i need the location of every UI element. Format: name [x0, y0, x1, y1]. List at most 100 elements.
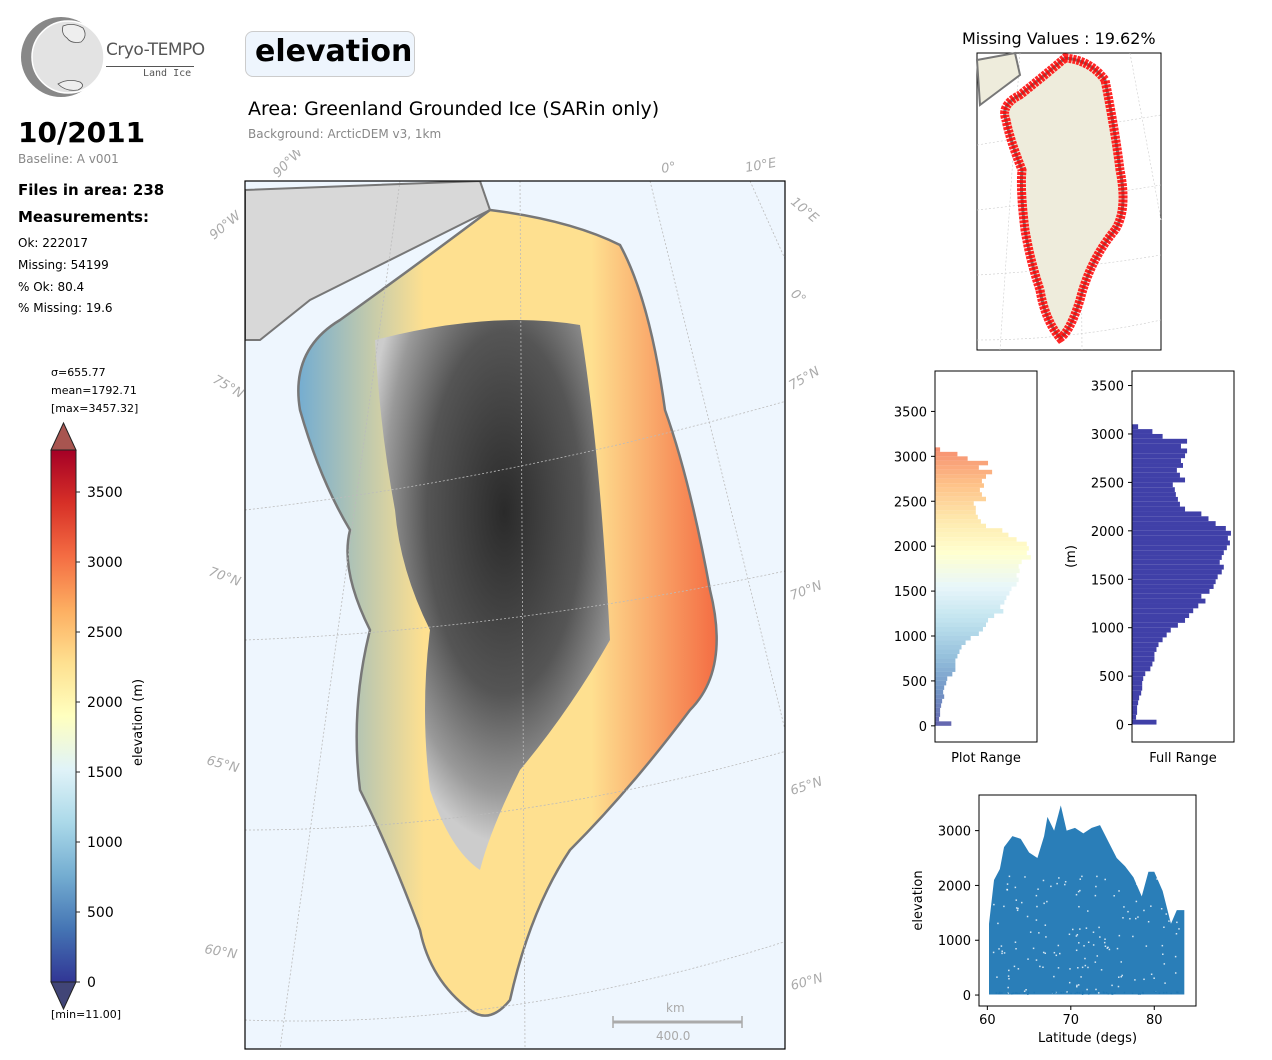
scatter-point — [1111, 993, 1113, 995]
scatter-gap — [1178, 928, 1180, 930]
colorbar-sigma: σ=655.77 — [51, 366, 106, 379]
histogram-bar — [1132, 448, 1188, 454]
colorbar: 0 500 1000 1500 2000 2500 3000 3500 elevation (m… — [50, 421, 146, 1011]
logo-greenland-icon — [62, 24, 86, 43]
logo-title: Cryo-TEMPO — [106, 40, 205, 60]
scatter-gap — [1084, 964, 1087, 967]
histogram-bar — [935, 662, 956, 668]
files-in-area: Files in area: 238 — [18, 181, 165, 199]
histogram-bar — [935, 658, 956, 663]
scatter-point — [1158, 992, 1161, 994]
histogram-bar — [1132, 700, 1139, 706]
scatter-gap — [998, 948, 1000, 950]
scatter-gap — [1046, 900, 1048, 903]
scatter-gap — [1165, 913, 1168, 915]
histogram-bar — [1132, 530, 1231, 536]
histogram-bar — [1132, 584, 1214, 589]
scatter-gap — [1001, 950, 1003, 953]
scatter-gap — [1036, 905, 1038, 908]
lat-label-left-60: 60°N — [203, 942, 238, 963]
scatter-point — [1015, 992, 1017, 994]
lon-label-left-90w: 90°W — [207, 208, 245, 243]
date-heading: 10/2011 — [18, 116, 146, 149]
colorbar-tick-label: 3500 — [87, 485, 123, 501]
colorbar-min: [min=11.00] — [51, 1008, 122, 1021]
scatter-point — [1137, 993, 1140, 995]
scatter-gap — [1145, 945, 1148, 947]
histogram-bar — [1132, 477, 1186, 483]
scatter-gap — [1164, 982, 1166, 984]
scatter-gap — [1045, 936, 1047, 938]
scatter-point — [1142, 991, 1144, 994]
scatter-gap — [1106, 947, 1109, 949]
scatter-gap — [1058, 877, 1060, 879]
scatter-gap — [1042, 966, 1044, 968]
scatter-gap — [1039, 965, 1041, 968]
scatter-gap — [1007, 975, 1010, 977]
histogram-bar — [935, 501, 974, 506]
scatter-point — [1074, 992, 1076, 995]
scatter-gap — [1084, 957, 1086, 960]
histogram-bar — [1132, 492, 1176, 497]
histogram-ytick-label: 2000 — [894, 540, 927, 555]
scatter-gap — [1137, 916, 1139, 918]
scatter-gap — [1026, 915, 1029, 918]
histogram-bar — [1132, 540, 1230, 546]
histogram-bar — [1132, 671, 1146, 677]
scatter-point — [1027, 993, 1029, 995]
histogram-bar — [935, 618, 989, 623]
scatter-point — [1107, 993, 1110, 995]
scatter-point — [1012, 992, 1015, 994]
histogram-bar — [935, 609, 1004, 614]
scatter-gap — [1001, 952, 1003, 955]
missing-values-title: Missing Values : 19.62% — [962, 29, 1156, 48]
histogram-bar — [935, 537, 1017, 542]
histogram-bar — [1132, 705, 1138, 711]
histogram-bar — [1132, 680, 1143, 686]
scatter-point — [1112, 993, 1114, 995]
scatter-gap — [1081, 875, 1083, 878]
scatter-gap — [1066, 991, 1068, 993]
histogram-ytick-label: 3000 — [894, 450, 927, 465]
scatter-gap — [1007, 992, 1009, 995]
scatter-gap — [1143, 978, 1145, 981]
histogram-ytick-label: 1000 — [1091, 622, 1124, 637]
lon-label-right-0: 0° — [787, 287, 808, 308]
scatter-gap — [1147, 920, 1150, 923]
histogram-bar — [935, 510, 976, 515]
histogram-bar — [1132, 637, 1163, 643]
scatter-point — [1078, 992, 1081, 994]
histogram-bar — [1132, 433, 1163, 439]
scatter-gap — [1017, 968, 1020, 970]
scatter-point — [1103, 992, 1105, 994]
scatter-gap — [1057, 944, 1060, 947]
scatter-gap — [1079, 928, 1081, 930]
histogram-bar — [935, 469, 993, 475]
scatter-gap — [1076, 984, 1078, 987]
scatter-gap — [1161, 944, 1164, 947]
scatter-gap — [1053, 975, 1055, 978]
histogram-bar — [935, 649, 960, 654]
scatter-gap — [1007, 986, 1009, 989]
scatter-gap — [1037, 888, 1039, 890]
histogram-bar — [1132, 598, 1206, 604]
scatter-gap — [1079, 889, 1081, 892]
histogram-bar — [1132, 690, 1142, 696]
histogram-bar — [1132, 574, 1218, 580]
scatter-gap — [1113, 895, 1115, 897]
scatter-gap — [1087, 941, 1090, 944]
histogram-xlabel: Full Range — [1149, 751, 1217, 766]
scatter-gap — [1064, 880, 1067, 883]
scatter-gap — [1111, 984, 1113, 987]
scatter-point — [1082, 992, 1085, 995]
scatter-gap — [1163, 926, 1165, 929]
scatter-gap — [1161, 880, 1164, 883]
variable-badge — [245, 31, 415, 77]
scatter-gap — [1069, 968, 1071, 970]
scatter-ylabel: elevation — [911, 870, 926, 930]
histogram-bar — [1132, 622, 1178, 628]
histogram-bar — [935, 541, 1027, 547]
histogram-bar — [935, 640, 966, 645]
scatter-gap — [1156, 878, 1158, 880]
histogram-bar — [935, 505, 976, 511]
